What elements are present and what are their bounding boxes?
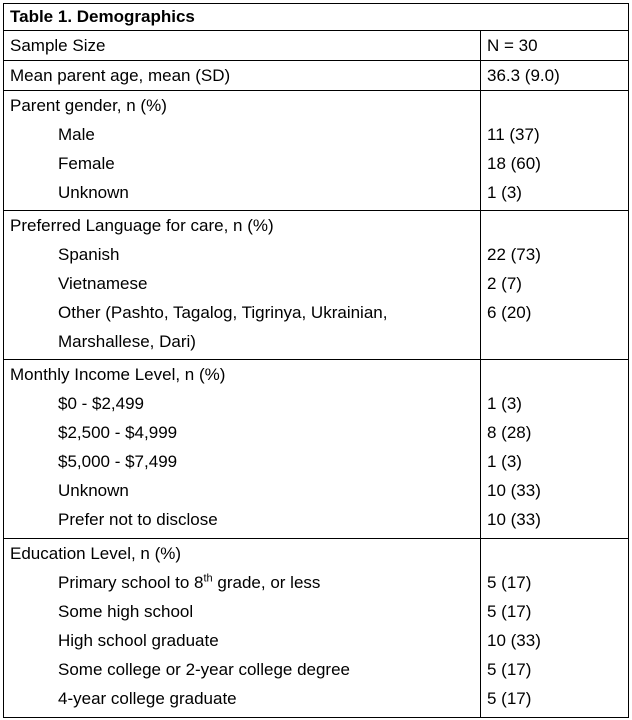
spacer [487, 539, 622, 568]
table-title: Table 1. Demographics [3, 3, 629, 31]
sub-label: Primary school to 8th grade, or less [10, 568, 474, 597]
sub-label: Unknown [58, 183, 129, 202]
superscript: th [203, 572, 213, 585]
sub-label: Female [58, 154, 115, 173]
sub-label: $0 - $2,499 [58, 394, 145, 413]
row-label: Mean parent age, mean (SD) [3, 60, 481, 91]
value-cell: 5 (17) 5 (17) 10 (33) 5 (17) 5 (17) [480, 537, 629, 719]
sub-value: 10 (33) [487, 630, 541, 650]
spacer [487, 91, 622, 120]
sub-value: 10 (33) [487, 510, 541, 529]
sub-label: Some college or 2-year college degree [58, 659, 351, 679]
spacer [487, 211, 622, 240]
sub-value: 10 (33) [487, 481, 541, 500]
row-value: 36.3 (9.0) [480, 60, 629, 91]
sub-label: Spanish [58, 244, 120, 264]
group-label: Education Level, n (%) [10, 543, 182, 563]
table-row-group-gender: Parent gender, n (%) Male Female Unknown… [3, 90, 629, 211]
sub-label: High school graduate [58, 630, 219, 650]
sub-label: 4-year college graduate [58, 688, 237, 708]
sub-value: 8 (28) [487, 423, 532, 442]
table-row: Sample Size N = 30 [3, 30, 629, 61]
group-cell: Education Level, n (%) Primary school to… [3, 537, 481, 719]
spacer [487, 360, 622, 389]
sub-label: $2,500 - $4,999 [58, 423, 178, 442]
sub-value: 5 (17) [487, 601, 532, 621]
sub-label: Unknown [58, 481, 129, 500]
sub-label: Prefer not to disclose [58, 510, 218, 529]
sub-label: Male [58, 125, 95, 144]
group-cell: Parent gender, n (%) Male Female Unknown [3, 90, 481, 211]
table-row-group-income: Monthly Income Level, n (%) $0 - $2,499 … [3, 359, 629, 539]
row-label: Sample Size [3, 30, 481, 61]
sub-value: 18 (60) [487, 154, 541, 173]
table-row-group-language: Preferred Language for care, n (%) Spani… [3, 209, 629, 361]
sub-label: $5,000 - $7,499 [58, 452, 178, 471]
value-cell: 11 (37) 18 (60) 1 (3) [480, 90, 629, 211]
sub-label-main: Primary school to 8 [58, 572, 204, 592]
group-cell: Preferred Language for care, n (%) Spani… [3, 209, 481, 361]
sub-label: Other (Pashto, Tagalog, Tigrinya, Ukrain… [58, 302, 388, 351]
sub-value: 2 (7) [487, 273, 522, 293]
group-label: Parent gender, n (%) [10, 96, 167, 115]
sub-label: Some high school [58, 601, 194, 621]
group-cell: Monthly Income Level, n (%) $0 - $2,499 … [3, 359, 481, 539]
row-value: N = 30 [480, 30, 629, 61]
demographics-table: Table 1. Demographics Sample Size N = 30… [3, 3, 629, 719]
sub-value: 5 (17) [487, 572, 532, 592]
sub-label-rest: grade, or less [212, 572, 321, 592]
sub-value: 22 (73) [487, 244, 541, 264]
value-cell: 1 (3) 8 (28) 1 (3) 10 (33) 10 (33) [480, 359, 629, 539]
sub-value: 1 (3) [487, 183, 522, 202]
sub-value: 1 (3) [487, 394, 522, 413]
sub-value: 11 (37) [487, 125, 540, 144]
title-row: Table 1. Demographics [3, 3, 629, 31]
value-cell: 22 (73) 2 (7) 6 (20) [480, 209, 629, 361]
group-label: Monthly Income Level, n (%) [10, 365, 226, 384]
sub-value: 5 (17) [487, 688, 532, 708]
sub-label: Vietnamese [58, 273, 148, 293]
table-row-group-education: Education Level, n (%) Primary school to… [3, 537, 629, 719]
sub-value: 1 (3) [487, 452, 522, 471]
table-row: Mean parent age, mean (SD) 36.3 (9.0) [3, 60, 629, 91]
sub-value: 6 (20) [487, 302, 532, 322]
sub-value: 5 (17) [487, 659, 532, 679]
group-label: Preferred Language for care, n (%) [10, 215, 274, 235]
